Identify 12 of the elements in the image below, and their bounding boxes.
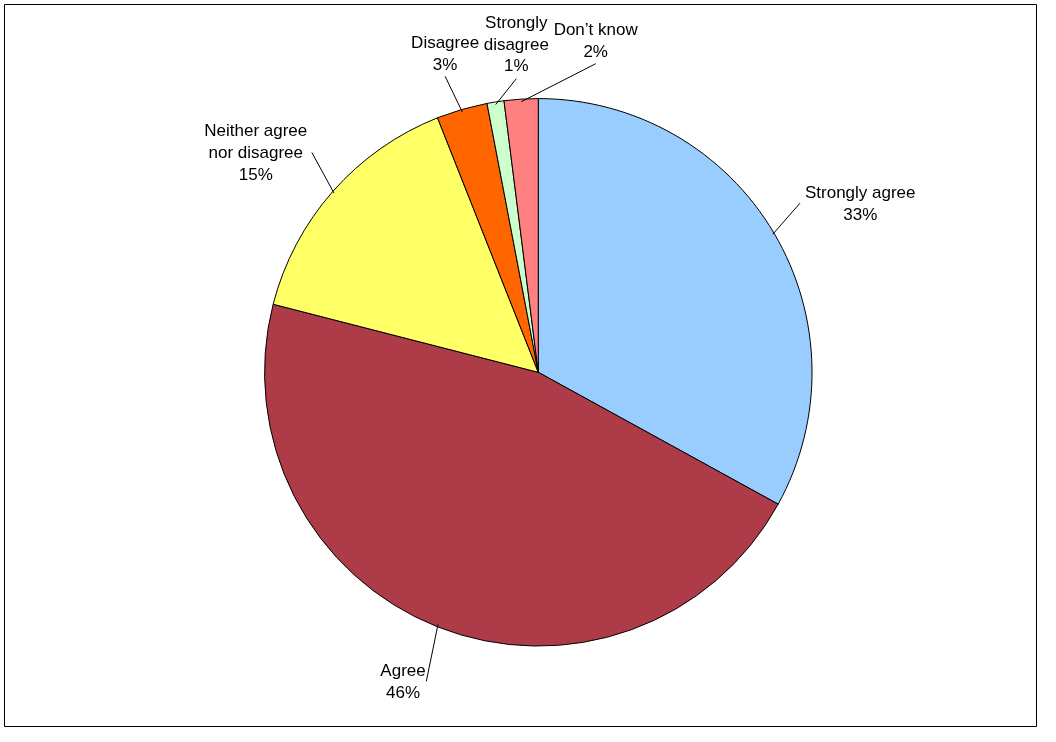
slice-label: Disagree [411, 32, 480, 52]
slice-label: Strongly disagree [483, 12, 549, 54]
slice-label: Neither agree nor disagree [204, 121, 308, 162]
data-label: 15% [238, 164, 273, 184]
slice-label: Don’t know [553, 20, 639, 40]
slice-label: Agree [380, 660, 426, 680]
data-label: 3% [432, 54, 458, 74]
data-label: 1% [504, 56, 529, 76]
data-label: 2% [583, 42, 608, 61]
data-label: 46% [386, 682, 421, 702]
slice-label: Strongly agree [804, 182, 916, 202]
data-label: 33% [843, 204, 878, 224]
